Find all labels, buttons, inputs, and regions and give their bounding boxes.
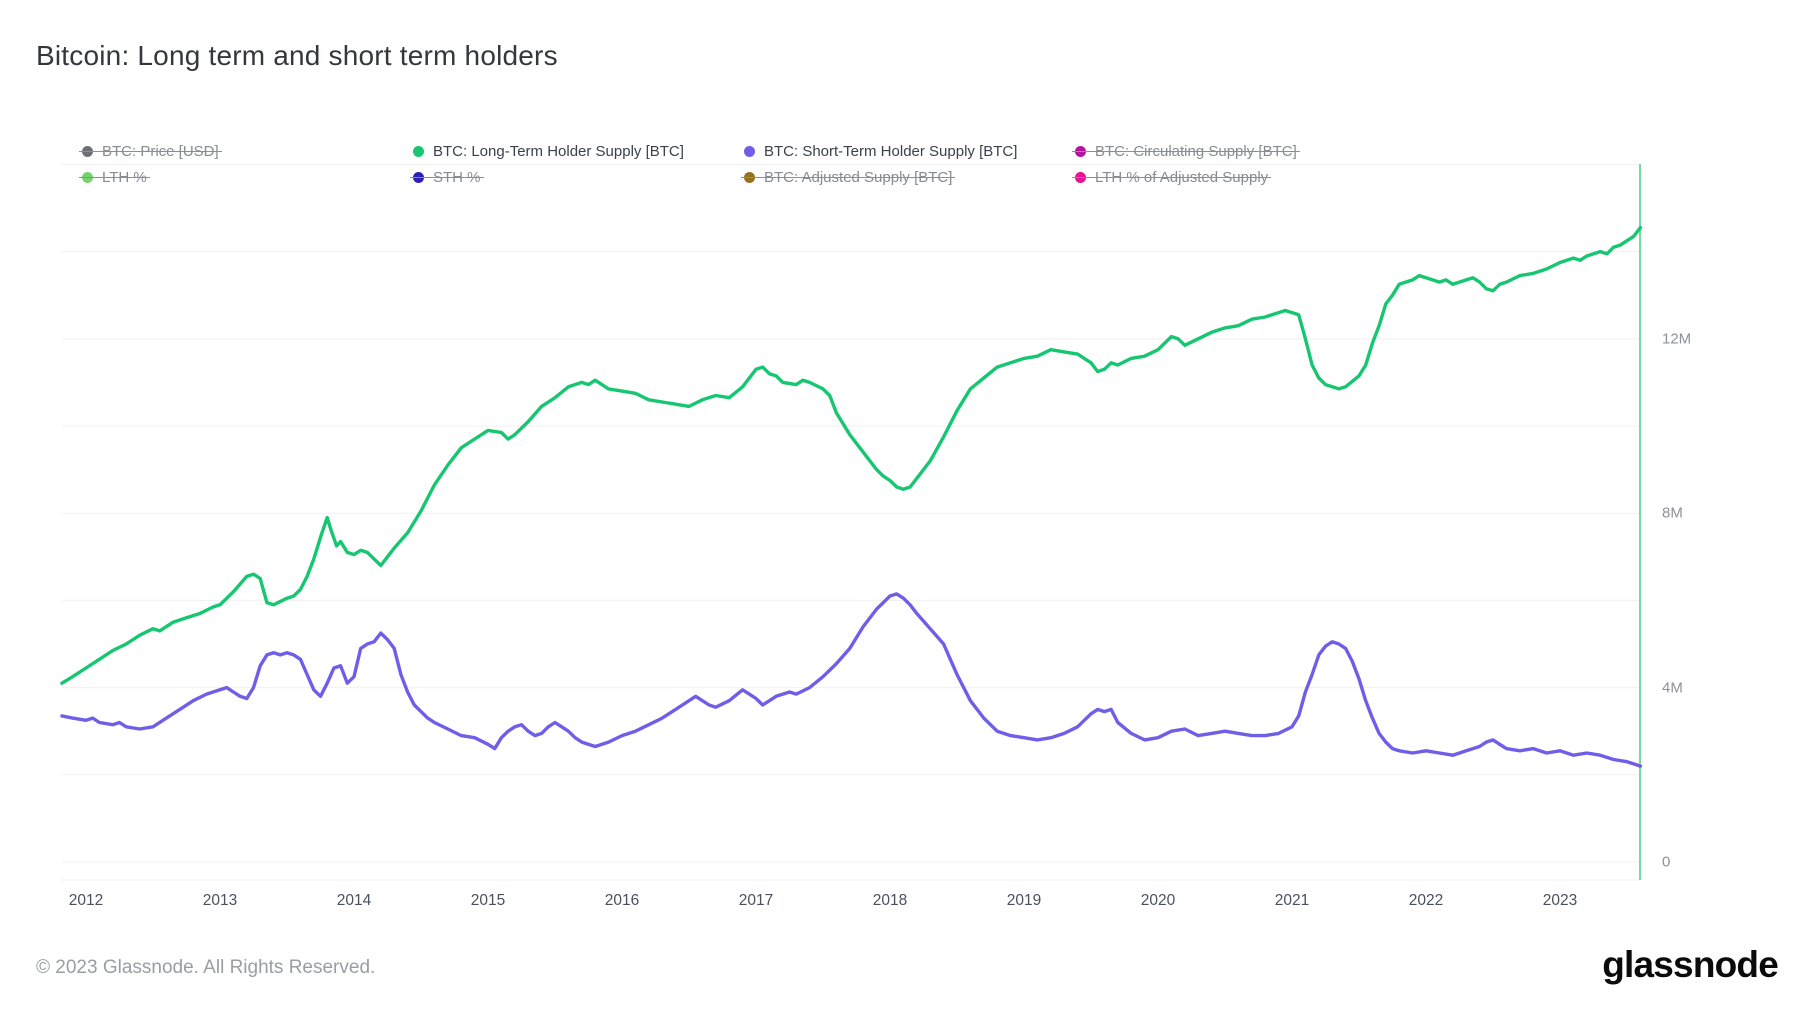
lth-supply-line xyxy=(60,225,1643,685)
legend-item[interactable]: BTC: Circulating Supply [BTC] xyxy=(1072,140,1300,162)
legend-color-dot-icon xyxy=(744,145,755,157)
copyright-text: © 2023 Glassnode. All Rights Reserved. xyxy=(36,957,376,978)
x-axis-label: 2018 xyxy=(872,892,908,909)
x-axis-label: 2015 xyxy=(470,892,506,909)
x-axis-label: 2023 xyxy=(1542,892,1578,909)
legend-item[interactable]: BTC: Short-Term Holder Supply [BTC] xyxy=(744,140,1017,162)
x-axis-label: 2019 xyxy=(1006,892,1042,909)
x-axis-label: 2016 xyxy=(604,892,640,909)
y-axis-label: 4M xyxy=(1662,679,1683,697)
x-axis-label: 2021 xyxy=(1274,892,1310,909)
chart-legend: BTC: Price [USD] BTC: Long-Term Holder Su… xyxy=(79,140,1502,192)
x-axis-label: 2022 xyxy=(1408,892,1444,909)
legend-item-label: BTC: Short-Term Holder Supply [BTC] xyxy=(764,142,1018,160)
sth-supply-line xyxy=(60,592,1643,768)
legend-item[interactable]: STH % xyxy=(410,166,484,188)
glassnode-logo: glassnode xyxy=(1602,944,1779,985)
x-axis-label: 2012 xyxy=(68,892,104,909)
legend-item[interactable]: BTC: Adjusted Supply [BTC] xyxy=(740,166,956,188)
legend-item-label: BTC: Long-Term Holder Supply [BTC] xyxy=(433,142,684,160)
y-axis-label: 12M xyxy=(1662,330,1692,348)
legend-item[interactable]: BTC: Price [USD] xyxy=(79,140,222,162)
x-axis-label: 2017 xyxy=(738,892,774,909)
x-axis-label: 2020 xyxy=(1140,892,1176,909)
legend-item[interactable]: LTH % xyxy=(79,166,150,188)
y-axis-label: 8M xyxy=(1662,504,1683,522)
legend-color-dot-icon xyxy=(413,145,424,157)
y-axis-label: 0 xyxy=(1662,853,1671,871)
x-axis-label: 2014 xyxy=(336,892,372,909)
x-axis-label: 2013 xyxy=(202,892,238,909)
legend-item[interactable]: BTC: Long-Term Holder Supply [BTC] xyxy=(413,140,684,162)
page-title: Bitcoin: Long term and short term holder… xyxy=(36,40,558,71)
legend-item[interactable]: LTH % of Adjusted Supply xyxy=(1071,166,1272,188)
